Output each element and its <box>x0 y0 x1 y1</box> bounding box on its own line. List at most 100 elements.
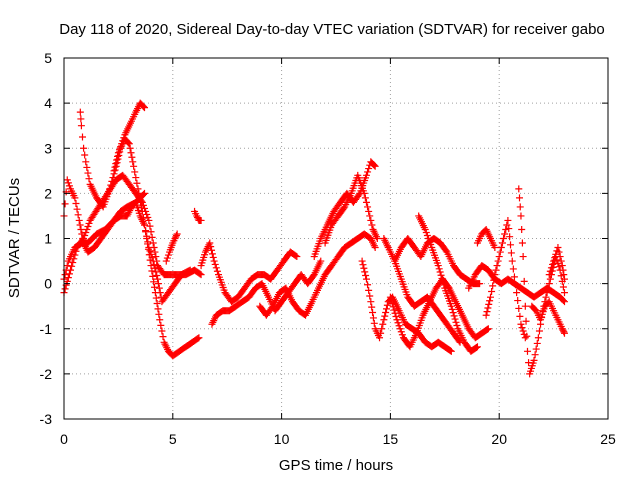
data-point <box>61 200 69 208</box>
data-point <box>507 249 515 257</box>
data-point <box>560 298 568 306</box>
data-point <box>130 162 138 170</box>
data-point <box>515 185 523 193</box>
data-point <box>516 312 524 320</box>
data-point <box>171 235 179 242</box>
data-point <box>513 289 521 297</box>
data-point <box>154 305 162 313</box>
data-point <box>545 280 553 288</box>
data-point <box>500 235 508 242</box>
x-tick-label: 0 <box>60 431 68 447</box>
data-point <box>84 222 92 230</box>
data-point <box>491 244 499 252</box>
data-series-arc-23 <box>545 244 568 283</box>
data-point <box>506 233 514 241</box>
data-point <box>70 255 78 263</box>
data-point <box>83 225 91 233</box>
data-point <box>83 163 91 171</box>
data-point <box>209 253 217 261</box>
data-point <box>368 303 376 311</box>
y-tick-label: 1 <box>44 231 52 247</box>
data-point <box>495 253 503 261</box>
data-point <box>535 327 543 335</box>
data-point <box>144 245 152 253</box>
data-series-arc-13 <box>358 257 455 355</box>
data-point <box>391 309 399 317</box>
data-series-arc-19 <box>482 216 529 342</box>
data-point <box>546 267 554 275</box>
data-point <box>482 311 490 319</box>
data-point <box>78 133 86 141</box>
y-tick-label: 3 <box>44 140 52 156</box>
x-axis-label: GPS time / hours <box>279 457 393 474</box>
data-point <box>124 139 132 147</box>
x-tick-label: 15 <box>383 431 399 447</box>
data-point <box>509 265 517 273</box>
data-point <box>503 221 511 229</box>
data-point <box>518 324 526 332</box>
data-point <box>77 225 85 233</box>
data-point <box>367 216 375 224</box>
data-point <box>63 176 71 184</box>
data-point <box>211 260 219 268</box>
data-point <box>377 329 385 337</box>
data-series-arc-17 <box>415 212 481 355</box>
data-point <box>439 278 447 286</box>
data-point <box>550 257 558 265</box>
data-point <box>109 174 117 182</box>
y-tick-label: 2 <box>44 185 52 201</box>
y-tick-label: 4 <box>44 95 52 111</box>
data-series-arc-8 <box>197 239 301 306</box>
data-point <box>172 231 180 239</box>
data-series-arc-4 <box>76 108 203 360</box>
data-point <box>152 268 160 276</box>
data-point <box>510 273 518 281</box>
data-point <box>376 334 384 342</box>
data-point <box>392 313 400 321</box>
data-point <box>387 296 395 304</box>
data-point <box>77 122 85 130</box>
data-point <box>360 189 368 197</box>
data-point <box>558 325 566 333</box>
data-point <box>155 310 163 318</box>
data-point <box>547 264 555 272</box>
data-point <box>156 316 164 324</box>
data-point <box>452 318 460 326</box>
data-point <box>368 221 376 229</box>
data-point <box>114 149 122 157</box>
data-point <box>111 163 119 171</box>
data-point <box>369 314 377 322</box>
data-point <box>398 331 406 339</box>
data-series-arc-21 <box>515 185 568 378</box>
data-point <box>150 278 158 286</box>
data-point <box>112 160 120 168</box>
data-point <box>507 241 515 249</box>
data-point <box>145 216 153 224</box>
data-point <box>373 235 381 242</box>
data-point <box>115 146 123 154</box>
data-point <box>135 189 143 197</box>
data-point <box>72 200 80 208</box>
data-point <box>362 171 370 179</box>
data-point <box>139 214 147 222</box>
data-point <box>516 203 524 211</box>
data-point <box>371 244 379 252</box>
data-point <box>151 289 159 297</box>
chart-title: Day 118 of 2020, Sidereal Day-to-day VTE… <box>59 21 605 38</box>
data-point <box>559 297 567 305</box>
data-point <box>519 327 527 335</box>
data-point <box>522 317 530 325</box>
data-point <box>67 266 75 274</box>
data-point <box>382 305 390 313</box>
data-point <box>426 238 434 246</box>
data-point <box>113 156 121 164</box>
data-point <box>155 284 163 292</box>
data-point <box>424 235 432 242</box>
data-point <box>442 247 450 255</box>
data-point <box>140 190 148 198</box>
x-tick-label: 20 <box>491 431 507 447</box>
data-point <box>164 251 172 259</box>
data-point <box>364 203 372 211</box>
data-point <box>516 194 524 202</box>
